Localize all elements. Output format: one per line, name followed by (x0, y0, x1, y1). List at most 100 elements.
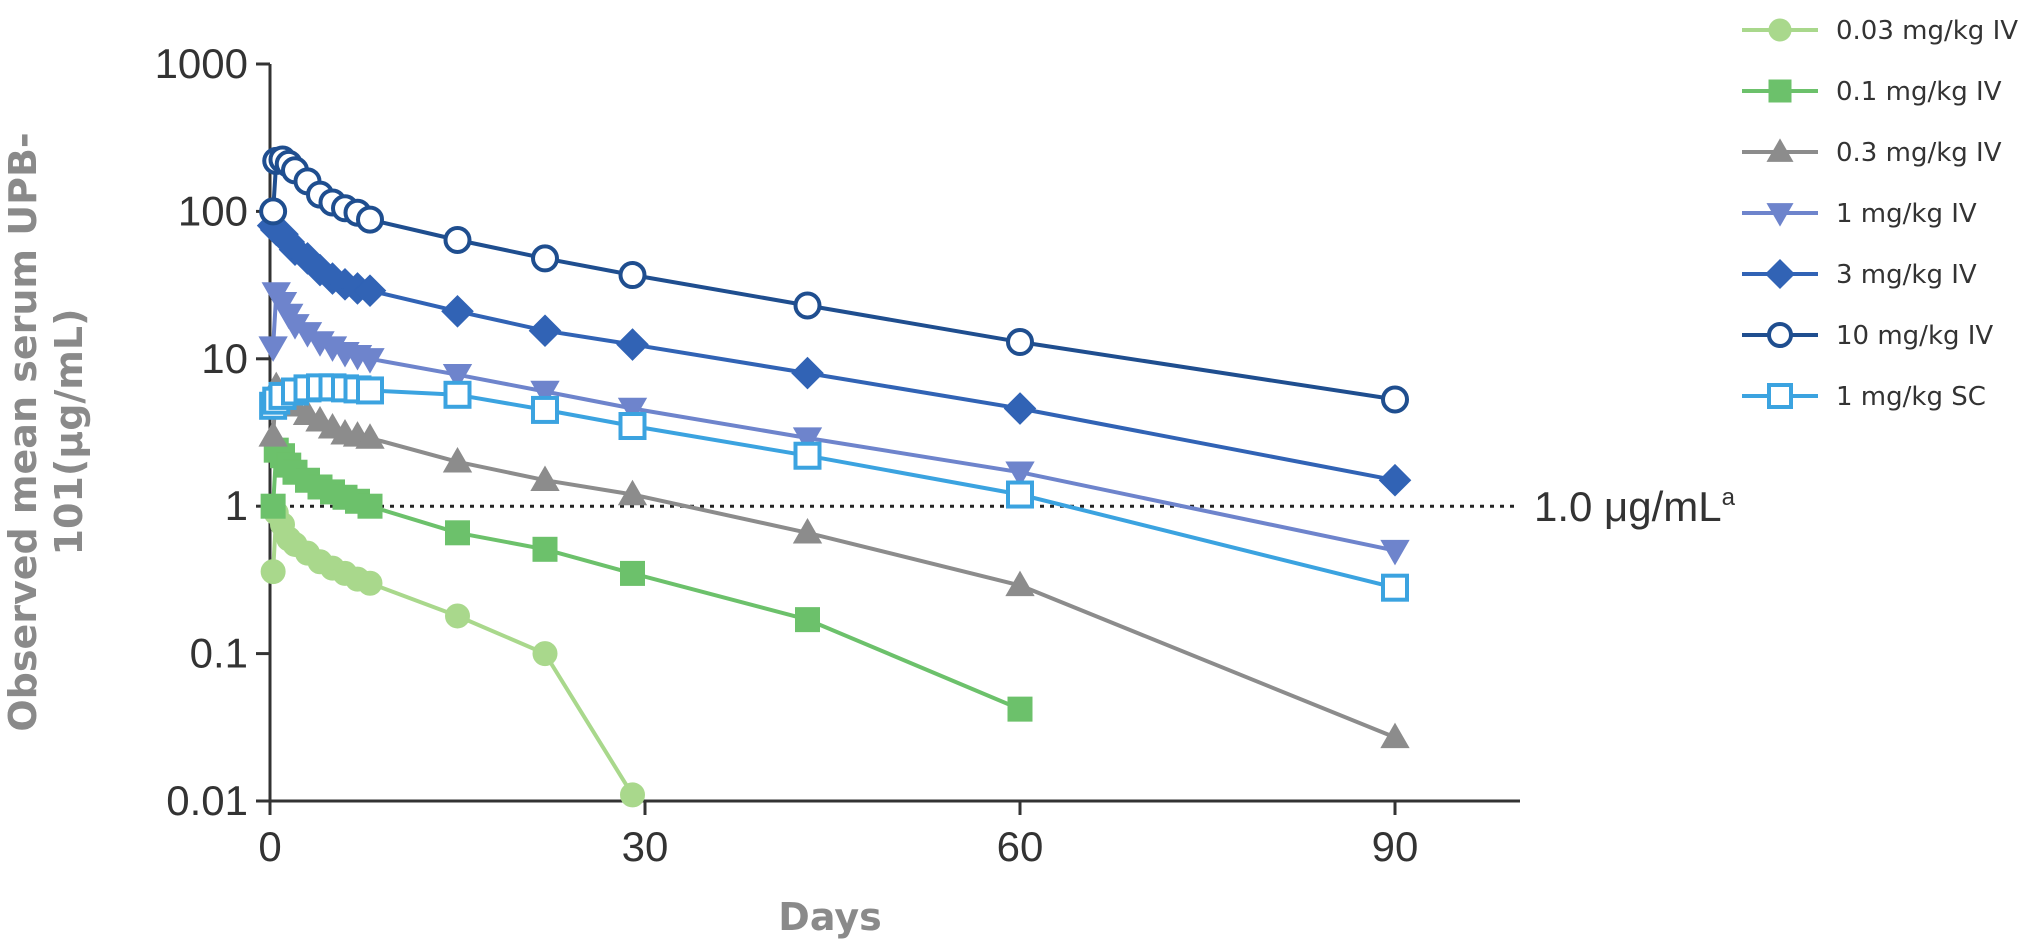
legend-label: 1 mg/kg SC (1836, 382, 1986, 412)
series-line (271, 384, 1396, 740)
data-point (1005, 570, 1035, 597)
series-layer (256, 145, 1412, 808)
series-7 (259, 373, 1409, 602)
legend-marker (1764, 258, 1796, 290)
data-point (260, 559, 286, 585)
data-point (616, 328, 649, 361)
data-point (1380, 722, 1410, 749)
data-point (259, 197, 288, 226)
data-point (617, 479, 648, 506)
series-line (271, 290, 1396, 553)
data-point (442, 447, 473, 473)
legend-marker (1766, 203, 1794, 227)
data-point (1381, 573, 1409, 602)
legend-marker (1767, 322, 1793, 348)
data-point (1378, 463, 1412, 497)
data-point (791, 356, 824, 390)
x-tick-label: 30 (622, 823, 669, 870)
data-point (531, 395, 559, 424)
legend-item: 3 mg/kg IV (1742, 258, 1977, 290)
y-tick-label: 0.01 (166, 777, 248, 824)
data-point (357, 570, 383, 596)
data-point (528, 314, 562, 348)
data-point (260, 493, 286, 519)
legend-item: 10 mg/kg IV (1742, 321, 1993, 351)
legend-label: 0.3 mg/kg IV (1836, 138, 2002, 168)
x-tick-label: 90 (1372, 823, 1419, 870)
data-point (445, 520, 470, 546)
data-point (620, 560, 645, 586)
data-point (1380, 539, 1410, 566)
legend-item: 1 mg/kg SC (1742, 382, 1986, 412)
legend-marker (1768, 79, 1792, 103)
data-point (531, 244, 559, 273)
data-point (1007, 696, 1033, 722)
series-1 (260, 500, 645, 808)
data-point (1381, 385, 1409, 414)
series-line (271, 385, 1396, 590)
series-line (271, 448, 1021, 711)
legend-label: 3 mg/kg IV (1836, 260, 1977, 290)
data-point (441, 294, 474, 328)
series-5 (256, 209, 1412, 497)
x-ticks: 0 30 60 90 (258, 801, 1418, 870)
x-axis-title: Days (778, 895, 881, 939)
data-point (443, 380, 472, 409)
data-point (355, 348, 385, 374)
data-point (530, 380, 560, 407)
data-point (443, 225, 472, 254)
series-4 (258, 282, 1410, 566)
legend-marker (1767, 383, 1793, 409)
data-point (355, 423, 385, 449)
data-point (792, 427, 823, 453)
legend-item: 0.03 mg/kg IV (1742, 16, 2018, 46)
data-point (357, 493, 383, 519)
reference-line-label: 1.0 μg/mLa (1534, 483, 1736, 530)
data-point (792, 517, 823, 544)
y-axis-title-line1: Observed mean serum UPB- (1, 132, 45, 731)
data-point (442, 364, 473, 390)
y-tick-label: 0.1 (190, 630, 248, 677)
x-tick-label: 0 (258, 823, 281, 870)
data-point (617, 397, 648, 424)
data-point (1006, 328, 1034, 357)
axes: 0.01 0.1 1 10 100 1000 0 30 60 90 (155, 40, 1520, 870)
legend-label: 0.1 mg/kg IV (1836, 77, 2002, 107)
reference-line-group: 1.0 μg/mLa (270, 483, 1736, 530)
legend-label: 1 mg/kg IV (1836, 199, 1977, 229)
series-6 (259, 145, 1409, 414)
data-point (445, 603, 470, 629)
data-point (356, 205, 384, 234)
legend-item: 0.1 mg/kg IV (1742, 77, 2002, 107)
y-ticks: 0.01 0.1 1 10 100 1000 (155, 40, 270, 824)
series-3 (258, 371, 1410, 749)
legend-item: 0.3 mg/kg IV (1742, 138, 2002, 168)
legend-label: 10 mg/kg IV (1836, 321, 1993, 351)
data-point (1005, 461, 1035, 488)
y-tick-label: 100 (178, 187, 248, 234)
y-axis-title-line2: 101(μg/mL) (47, 309, 91, 556)
legend-item: 1 mg/kg IV (1742, 199, 1977, 229)
data-point (356, 376, 384, 405)
x-tick-label: 60 (997, 823, 1044, 870)
data-point (532, 536, 558, 562)
y-tick-label: 10 (201, 335, 248, 382)
data-point (795, 607, 820, 633)
y-tick-label: 1 (225, 482, 248, 529)
y-tick-label: 1000 (155, 40, 248, 87)
data-point (618, 412, 647, 441)
legend-label: 0.03 mg/kg IV (1836, 16, 2018, 46)
reference-line-label-text: 1.0 μg/mL (1534, 483, 1722, 530)
reference-line-superscript: a (1722, 484, 1736, 511)
data-point (258, 336, 288, 362)
data-point (620, 782, 645, 808)
data-point (258, 421, 288, 447)
data-point (618, 261, 647, 290)
legend-marker (1768, 18, 1792, 42)
data-point (793, 441, 822, 470)
legend: 0.03 mg/kg IV 0.1 mg/kg IV 0.3 mg/kg IV 1 m… (1742, 16, 2018, 412)
data-point (793, 291, 822, 320)
series-line (271, 157, 1396, 402)
data-point (1006, 480, 1034, 509)
